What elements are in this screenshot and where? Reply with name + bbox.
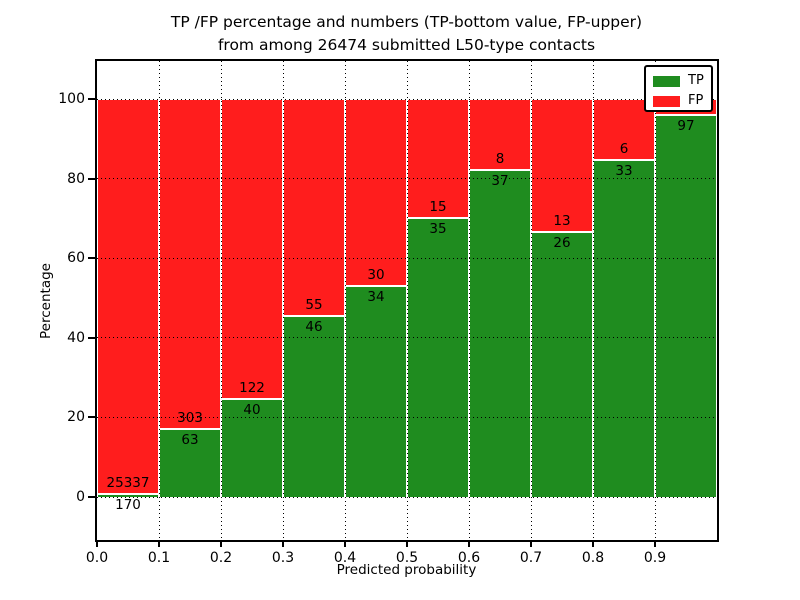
- x-tick-label: 0.6: [457, 550, 481, 566]
- y-tick-label: 100: [58, 91, 85, 107]
- fp-count-label: 303: [177, 409, 203, 426]
- legend: TP FP: [644, 65, 713, 112]
- fp-count-label: 30: [367, 266, 385, 283]
- tp-count-label: 37: [491, 172, 509, 189]
- tp-bar-segment: [655, 114, 717, 497]
- x-tick-label: 0.8: [581, 550, 605, 566]
- chart-title-line1: TP /FP percentage and numbers (TP-bottom…: [170, 13, 643, 31]
- y-tick-label: 40: [67, 329, 85, 346]
- y-tick: [88, 98, 95, 100]
- fp-bar-segment: [221, 99, 283, 399]
- y-tick-label: 0: [76, 489, 85, 505]
- plot-area: 25337 170 303 63 122 40 55 46 30 34 15 35 8 37 13 26 6 33…: [58, 59, 719, 566]
- tp-bar-segment: [593, 160, 655, 497]
- tp-bar-segment: [531, 231, 593, 497]
- y-tick-label: 80: [67, 170, 85, 187]
- fp-count-label: 55: [305, 296, 323, 313]
- x-tick: [158, 542, 160, 547]
- fp-legend-swatch: [653, 95, 680, 107]
- tp-count-label: 63: [181, 431, 199, 448]
- x-tick: [282, 542, 284, 547]
- x-tick-label: 0.9: [643, 550, 667, 566]
- fp-count-label: 8: [495, 150, 505, 167]
- x-tick: [654, 542, 656, 547]
- x-tick-label: 0.0: [85, 550, 109, 566]
- x-gridline: [158, 61, 160, 540]
- legend-item-fp: FP: [646, 92, 711, 110]
- fp-bar-segment: [407, 99, 469, 219]
- legend-label-tp: TP: [688, 73, 704, 88]
- x-gridline: [344, 61, 346, 540]
- x-gridline: [282, 61, 284, 540]
- fp-bar-segment: [283, 99, 345, 316]
- legend-label-fp: FP: [688, 93, 704, 108]
- y-tick: [88, 336, 95, 339]
- y-gridline: [97, 178, 717, 180]
- tp-legend-swatch: [653, 75, 680, 87]
- tp-count-label: 34: [367, 288, 385, 305]
- fp-count-label: 13: [553, 212, 571, 229]
- x-tick: [468, 542, 470, 547]
- y-gridline: [97, 416, 717, 418]
- tp-bar-segment: [407, 218, 469, 497]
- x-axis-label: Predicted probability: [336, 562, 477, 578]
- y-gridline: [97, 496, 717, 498]
- x-gridline: [468, 61, 470, 540]
- fp-count-label: 25337: [106, 475, 150, 492]
- chart-title: TP /FP percentage and numbers (TP-bottom…: [95, 11, 718, 56]
- y-axis-label: Percentage: [38, 263, 54, 339]
- x-gridline: [406, 61, 408, 540]
- x-gridline: [220, 61, 222, 540]
- y-gridline: [97, 257, 717, 259]
- tp-count-label: 35: [429, 221, 447, 238]
- x-tick-label: 0.1: [147, 550, 171, 566]
- y-tick: [88, 496, 95, 498]
- tp-count-label: 46: [305, 318, 323, 335]
- chart-title-line2: from among 26474 submitted L50-type cont…: [217, 35, 596, 54]
- x-gridline: [592, 61, 594, 540]
- x-tick: [592, 542, 594, 547]
- y-gridline: [97, 98, 717, 100]
- y-tick: [88, 257, 95, 260]
- x-tick: [344, 542, 346, 547]
- fp-count-label: 122: [239, 379, 265, 396]
- fp-bar-segment: [159, 99, 221, 429]
- fp-count-label: 6: [619, 141, 629, 158]
- x-tick: [96, 542, 98, 547]
- tp-bar-segment: [283, 315, 345, 497]
- x-tick: [220, 542, 222, 547]
- fp-bar-segment: [531, 99, 593, 232]
- tp-count-label: 33: [615, 163, 633, 180]
- x-tick-label: 0.7: [519, 550, 543, 566]
- fp-bar-segment: [97, 99, 159, 495]
- x-gridline: [654, 61, 656, 540]
- tp-count-label: 40: [243, 401, 261, 418]
- tp-count-label: 170: [115, 497, 141, 514]
- x-tick-label: 0.4: [333, 550, 357, 566]
- y-gridline: [97, 337, 717, 339]
- y-tick: [88, 177, 95, 180]
- x-gridline: [530, 61, 532, 540]
- x-tick: [530, 542, 532, 547]
- legend-item-tp: TP: [646, 72, 711, 90]
- x-tick: [406, 542, 408, 547]
- x-tick-label: 0.3: [271, 550, 295, 566]
- y-tick: [88, 416, 95, 419]
- x-tick-label: 0.2: [209, 550, 233, 566]
- tp-count-label: 26: [553, 234, 571, 251]
- x-tick-label: 0.5: [395, 550, 419, 566]
- tp-bar-segment: [345, 285, 407, 497]
- fp-count-label: 15: [429, 199, 447, 216]
- tp-bar-segment: [469, 169, 531, 497]
- tp-count-label: 97: [677, 117, 695, 134]
- y-tick-label: 60: [67, 250, 85, 267]
- y-tick-label: 20: [67, 409, 85, 426]
